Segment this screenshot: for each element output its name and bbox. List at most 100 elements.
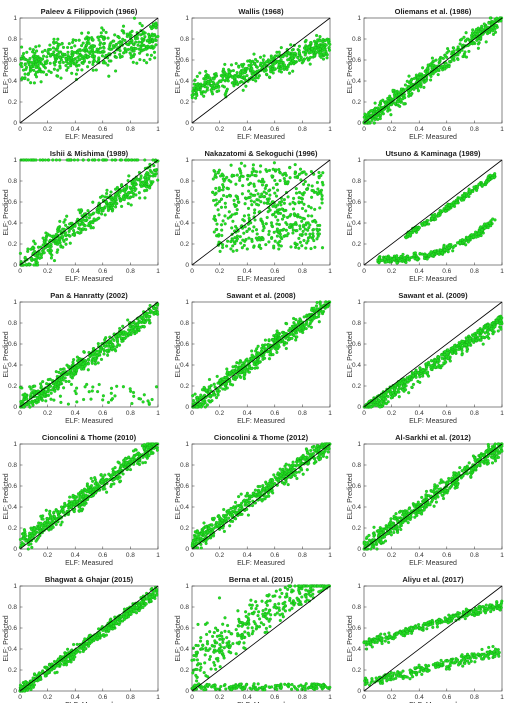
data-point [99,31,103,35]
y-tick-label: 0.2 [352,383,361,390]
data-point [41,63,45,67]
data-point [45,232,49,236]
data-point [113,197,118,201]
data-point [251,163,255,167]
data-point [243,75,247,79]
data-point [35,261,39,265]
data-point [252,211,257,215]
data-point [28,405,32,409]
data-point [328,42,332,46]
y-axis-label: ELF: Predicted [347,189,354,235]
data-point [240,192,244,196]
data-point [316,48,320,52]
data-point [292,316,296,321]
data-point [290,56,294,60]
data-point [467,49,471,53]
data-point [316,315,321,319]
data-point [227,70,231,74]
data-point [216,208,220,212]
data-point [140,24,144,28]
data-point [298,318,303,322]
y-tick-label: 0.8 [180,320,189,327]
data-point [326,39,330,43]
data-point [401,252,405,256]
data-point [436,250,440,255]
data-point [73,389,77,393]
data-point [238,176,242,180]
data-point [101,158,105,162]
data-point [278,200,282,204]
y-tick-label: 0 [13,120,17,127]
data-point [282,227,286,231]
data-point [210,84,214,88]
data-point [34,45,38,49]
data-point [203,90,207,94]
data-point [214,396,219,400]
data-point [267,357,272,361]
data-point [152,38,157,42]
data-point [109,201,114,206]
data-point [374,115,378,119]
data-point [279,46,283,50]
data-point [63,52,67,56]
data-point [32,239,36,243]
data-point [276,208,280,212]
data-point [238,235,242,239]
data-point [64,63,68,68]
data-point [297,246,301,250]
data-point [486,323,490,328]
x-tick-label: 0.8 [126,126,135,133]
data-point [454,201,458,205]
data-point [136,158,140,162]
data-point [72,158,76,162]
data-point [254,170,259,174]
data-point [26,78,30,82]
data-point [152,45,156,49]
data-point [217,89,221,93]
data-point [489,327,493,331]
y-axis-label: ELF: Predicted [175,189,182,235]
data-point [260,349,264,354]
data-point [289,245,293,249]
x-tick-label: 0.2 [215,410,224,417]
panel-title: Cioncolini & Thome (2010) [42,433,137,442]
data-point [191,394,195,398]
data-point [446,351,450,355]
data-point [58,229,62,233]
data-point [270,236,274,240]
data-point [231,219,235,223]
data-point [41,380,45,384]
data-point [300,244,304,248]
data-point [71,360,75,364]
data-point [262,180,266,184]
data-point [228,194,232,198]
data-point [75,400,79,404]
data-point [104,30,108,34]
data-point [151,180,155,184]
data-point [126,196,130,200]
data-point [129,389,133,393]
data-point [316,187,320,191]
y-axis-label: ELF: Predicted [175,47,182,93]
data-point [90,361,94,365]
data-point [369,405,373,409]
data-point [282,332,286,336]
data-point [434,217,438,221]
data-point [25,65,29,69]
data-point [300,206,305,211]
data-point [156,34,160,39]
data-point [137,40,141,44]
data-point [46,50,50,54]
data-point [58,61,62,65]
data-point [212,77,216,81]
data-point [234,224,238,229]
data-point [97,206,101,210]
data-point [388,96,392,100]
data-point [486,332,491,336]
data-point [318,35,322,39]
data-point [443,353,447,357]
data-point [143,178,147,183]
data-point [392,257,396,261]
data-point [448,59,452,64]
data-point [304,221,309,225]
